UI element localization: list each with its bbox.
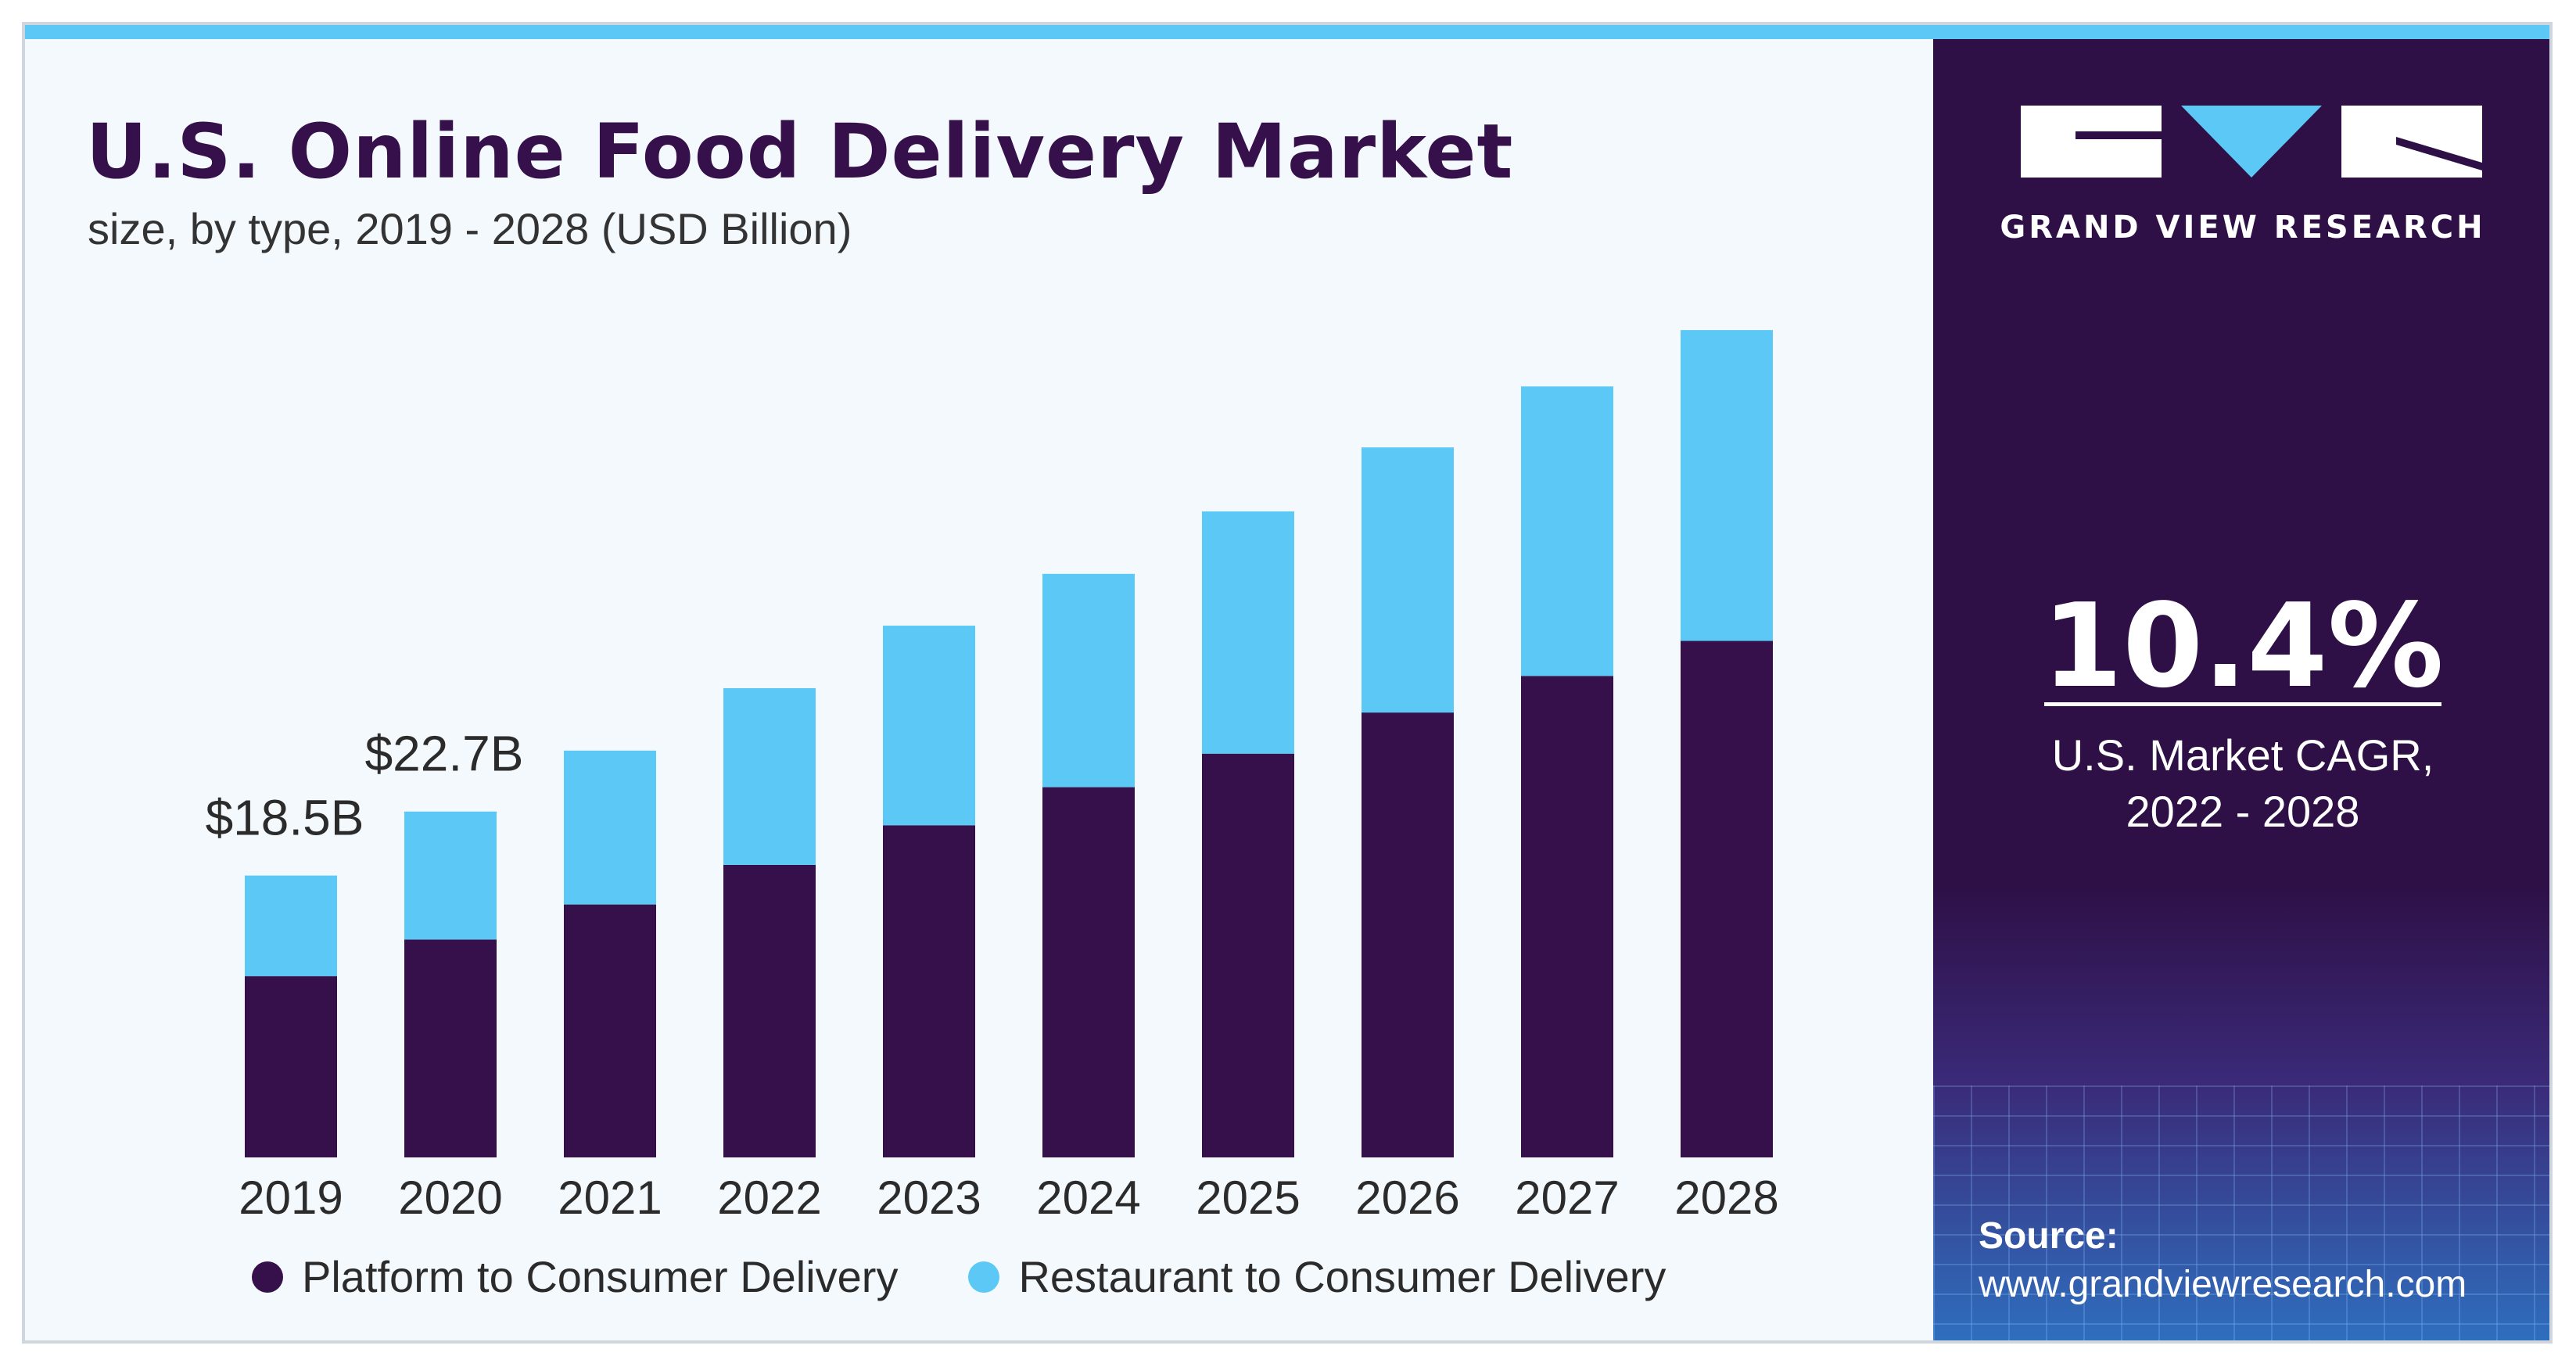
bar-restaurant-2025 [1202,511,1294,754]
sidebar-panel: GRAND VIEW RESEARCH 10.4% U.S. Market CA… [1933,39,2549,1340]
chart-panel: U.S. Online Food Delivery Market size, b… [25,39,1933,1340]
brand-name: GRAND VIEW RESEARCH [2000,210,2486,246]
bar-platform-2027 [1521,676,1613,1157]
bar-restaurant-2020 [404,811,497,940]
x-tick-2022: 2022 [717,1171,821,1224]
bar-platform-2025 [1202,753,1294,1157]
bar-chart: 2019 $18.5B 2020 $22.7B 2021 2022 2023 2024 2025… [206,330,1779,1224]
legend-label-platform: Platform to Consumer Delivery [302,1252,899,1301]
bar-platform-2024 [1042,787,1135,1157]
chart-title: U.S. Online Food Delivery Market [86,108,1514,196]
bar-platform-2019 [245,976,337,1157]
bar-restaurant-2022 [723,687,816,865]
top-accent-line [25,25,2549,39]
legend-label-restaurant: Restaurant to Consumer Delivery [1018,1252,1667,1301]
legend: Platform to Consumer Delivery Restaurant… [252,1251,1666,1302]
legend-swatch-restaurant [968,1261,1000,1293]
bar-restaurant-2019 [245,875,337,977]
bar-platform-2022 [723,864,816,1157]
bar-platform-2026 [1362,712,1454,1157]
x-tick-2027: 2027 [1515,1171,1619,1224]
bar-platform-2021 [564,904,656,1157]
source-url[interactable]: www.grandviewresearch.com [1979,1264,2467,1305]
bar-platform-2028 [1681,640,1773,1157]
gvr-logo-icon [2021,106,2482,178]
x-tick-2025: 2025 [1196,1171,1300,1224]
bar-platform-2023 [883,825,975,1157]
x-tick-2019: 2019 [239,1171,343,1224]
cagr-label: U.S. Market CAGR, 2022 - 2028 [1933,727,2549,840]
cagr-label-line1: U.S. Market CAGR, [2051,730,2434,780]
x-tick-2021: 2021 [558,1171,662,1224]
x-tick-2020: 2020 [398,1171,502,1224]
bar-restaurant-2021 [564,750,656,905]
x-tick-2024: 2024 [1036,1171,1140,1224]
source-label: Source: [1979,1215,2119,1257]
chart-frame: U.S. Online Food Delivery Market size, b… [22,22,2553,1344]
chart-subtitle: size, by type, 2019 - 2028 (USD Billion) [88,204,852,253]
legend-swatch-platform [252,1261,283,1293]
bar-restaurant-2024 [1042,573,1135,788]
data-label-2020: $22.7B [365,726,524,782]
cagr-label-line2: 2022 - 2028 [2126,787,2360,836]
cagr-divider [2044,702,2441,706]
bar-restaurant-2023 [883,626,975,826]
grid-background [1933,1085,2549,1340]
bar-restaurant-2027 [1521,386,1613,676]
bar-platform-2020 [404,939,497,1157]
x-tick-2026: 2026 [1355,1171,1459,1224]
bar-restaurant-2026 [1362,447,1454,713]
data-label-2019: $18.5B [206,790,364,846]
x-tick-2023: 2023 [877,1171,981,1224]
source: Source: www.grandviewresearch.com [1979,1212,2467,1309]
legend-item-restaurant: Restaurant to Consumer Delivery [968,1251,1666,1302]
x-tick-2028: 2028 [1674,1171,1778,1224]
bar-restaurant-2028 [1681,330,1773,641]
legend-item-platform: Platform to Consumer Delivery [252,1251,898,1302]
cagr-value: 10.4% [2042,579,2444,713]
